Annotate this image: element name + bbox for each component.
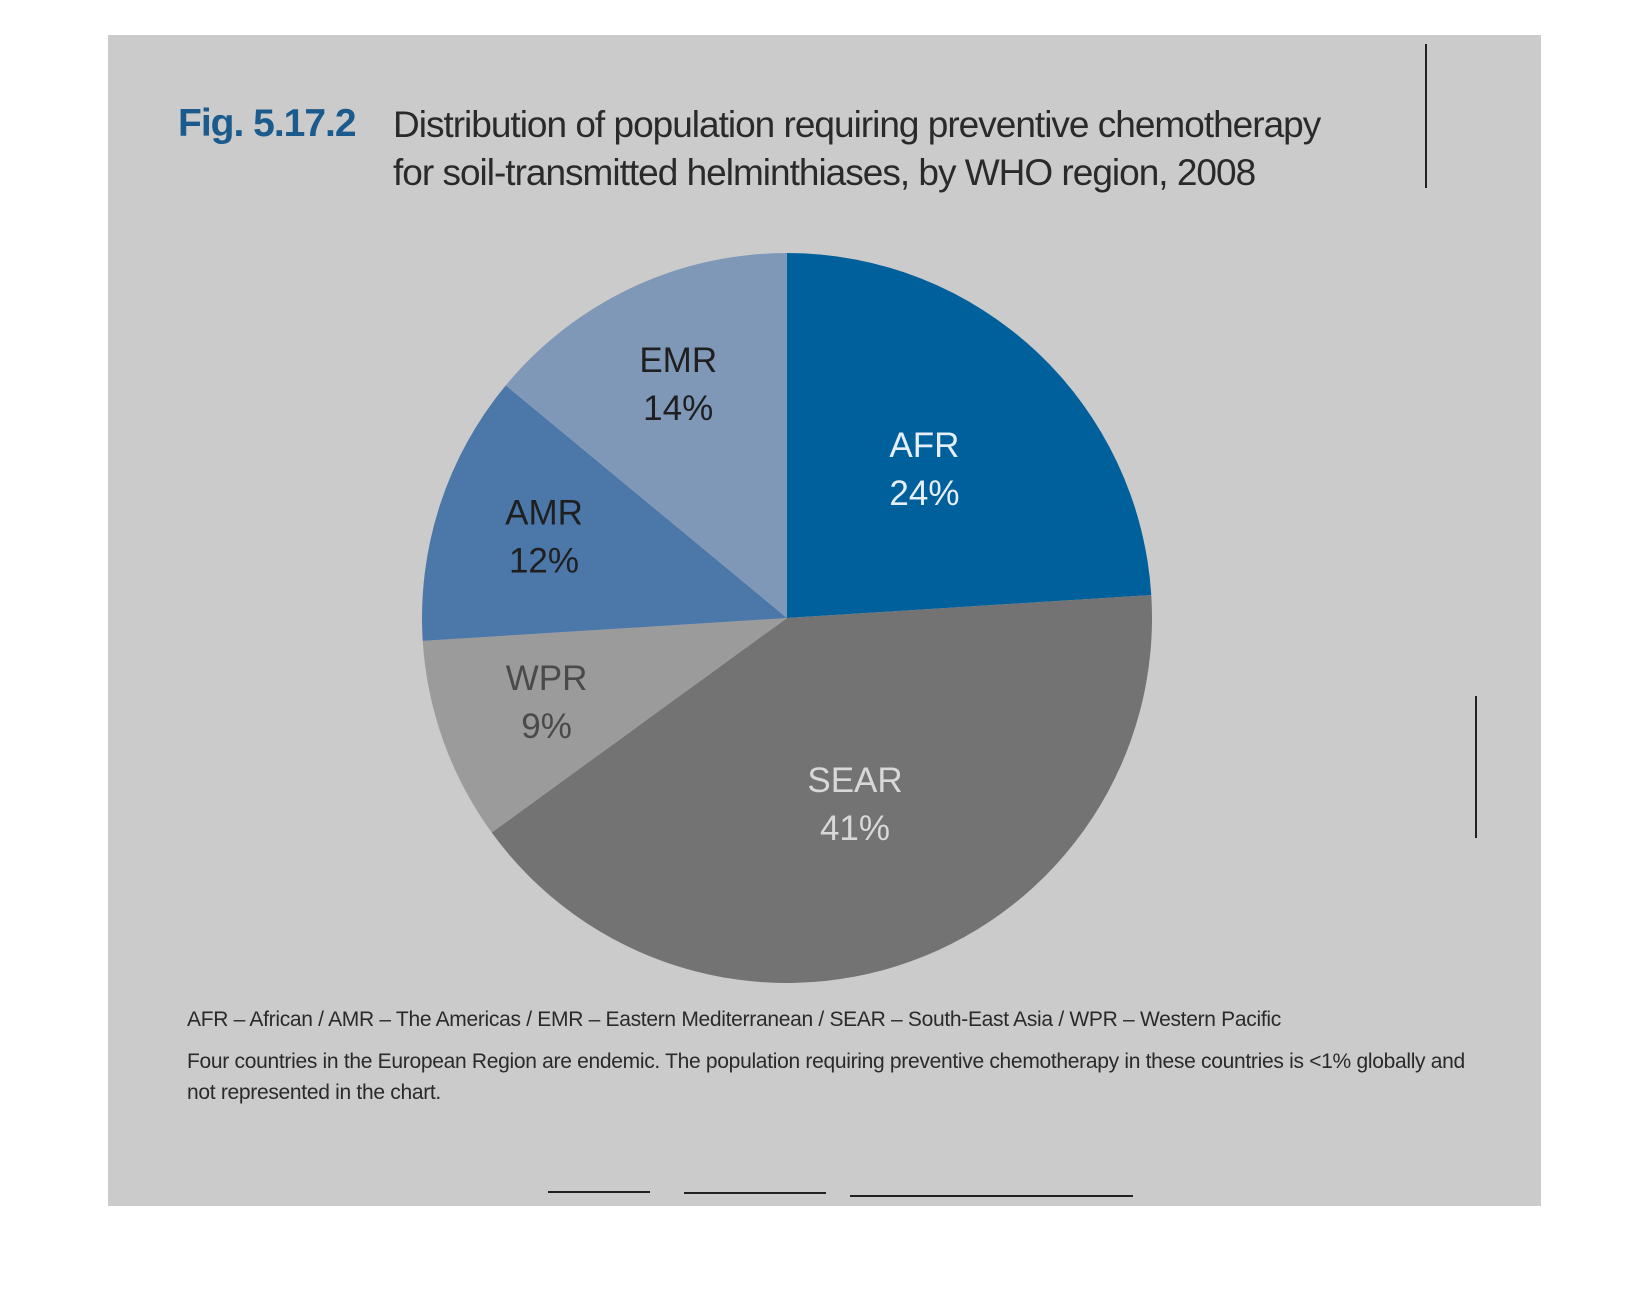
value-label: 12% — [509, 541, 579, 580]
pie-slice — [787, 253, 1152, 618]
pie-slice — [422, 618, 787, 833]
slice-label: WPR — [506, 659, 588, 698]
slice-label: AMR — [505, 493, 583, 532]
pie-slice — [505, 253, 787, 618]
pie-slice — [421, 385, 787, 641]
value-label: 41% — [820, 809, 890, 848]
value-label: 24% — [889, 474, 959, 513]
pie-slice — [491, 595, 1153, 984]
slice-label: AFR — [889, 426, 959, 465]
figure-label: Fig. 5.17.2 — [178, 102, 357, 145]
value-label: 9% — [521, 707, 572, 746]
footnote: Four countries in the European Region ar… — [187, 1050, 1465, 1104]
slice-label: EMR — [639, 341, 717, 380]
legend-note: AFR – African / AMR – The Americas / EMR… — [187, 1008, 1281, 1031]
chart-title: for soil-transmitted helminthiases, by W… — [393, 152, 1256, 193]
chart-title: Distribution of population requiring pre… — [393, 104, 1321, 145]
slice-label: SEAR — [807, 761, 902, 800]
value-label: 14% — [643, 389, 713, 428]
